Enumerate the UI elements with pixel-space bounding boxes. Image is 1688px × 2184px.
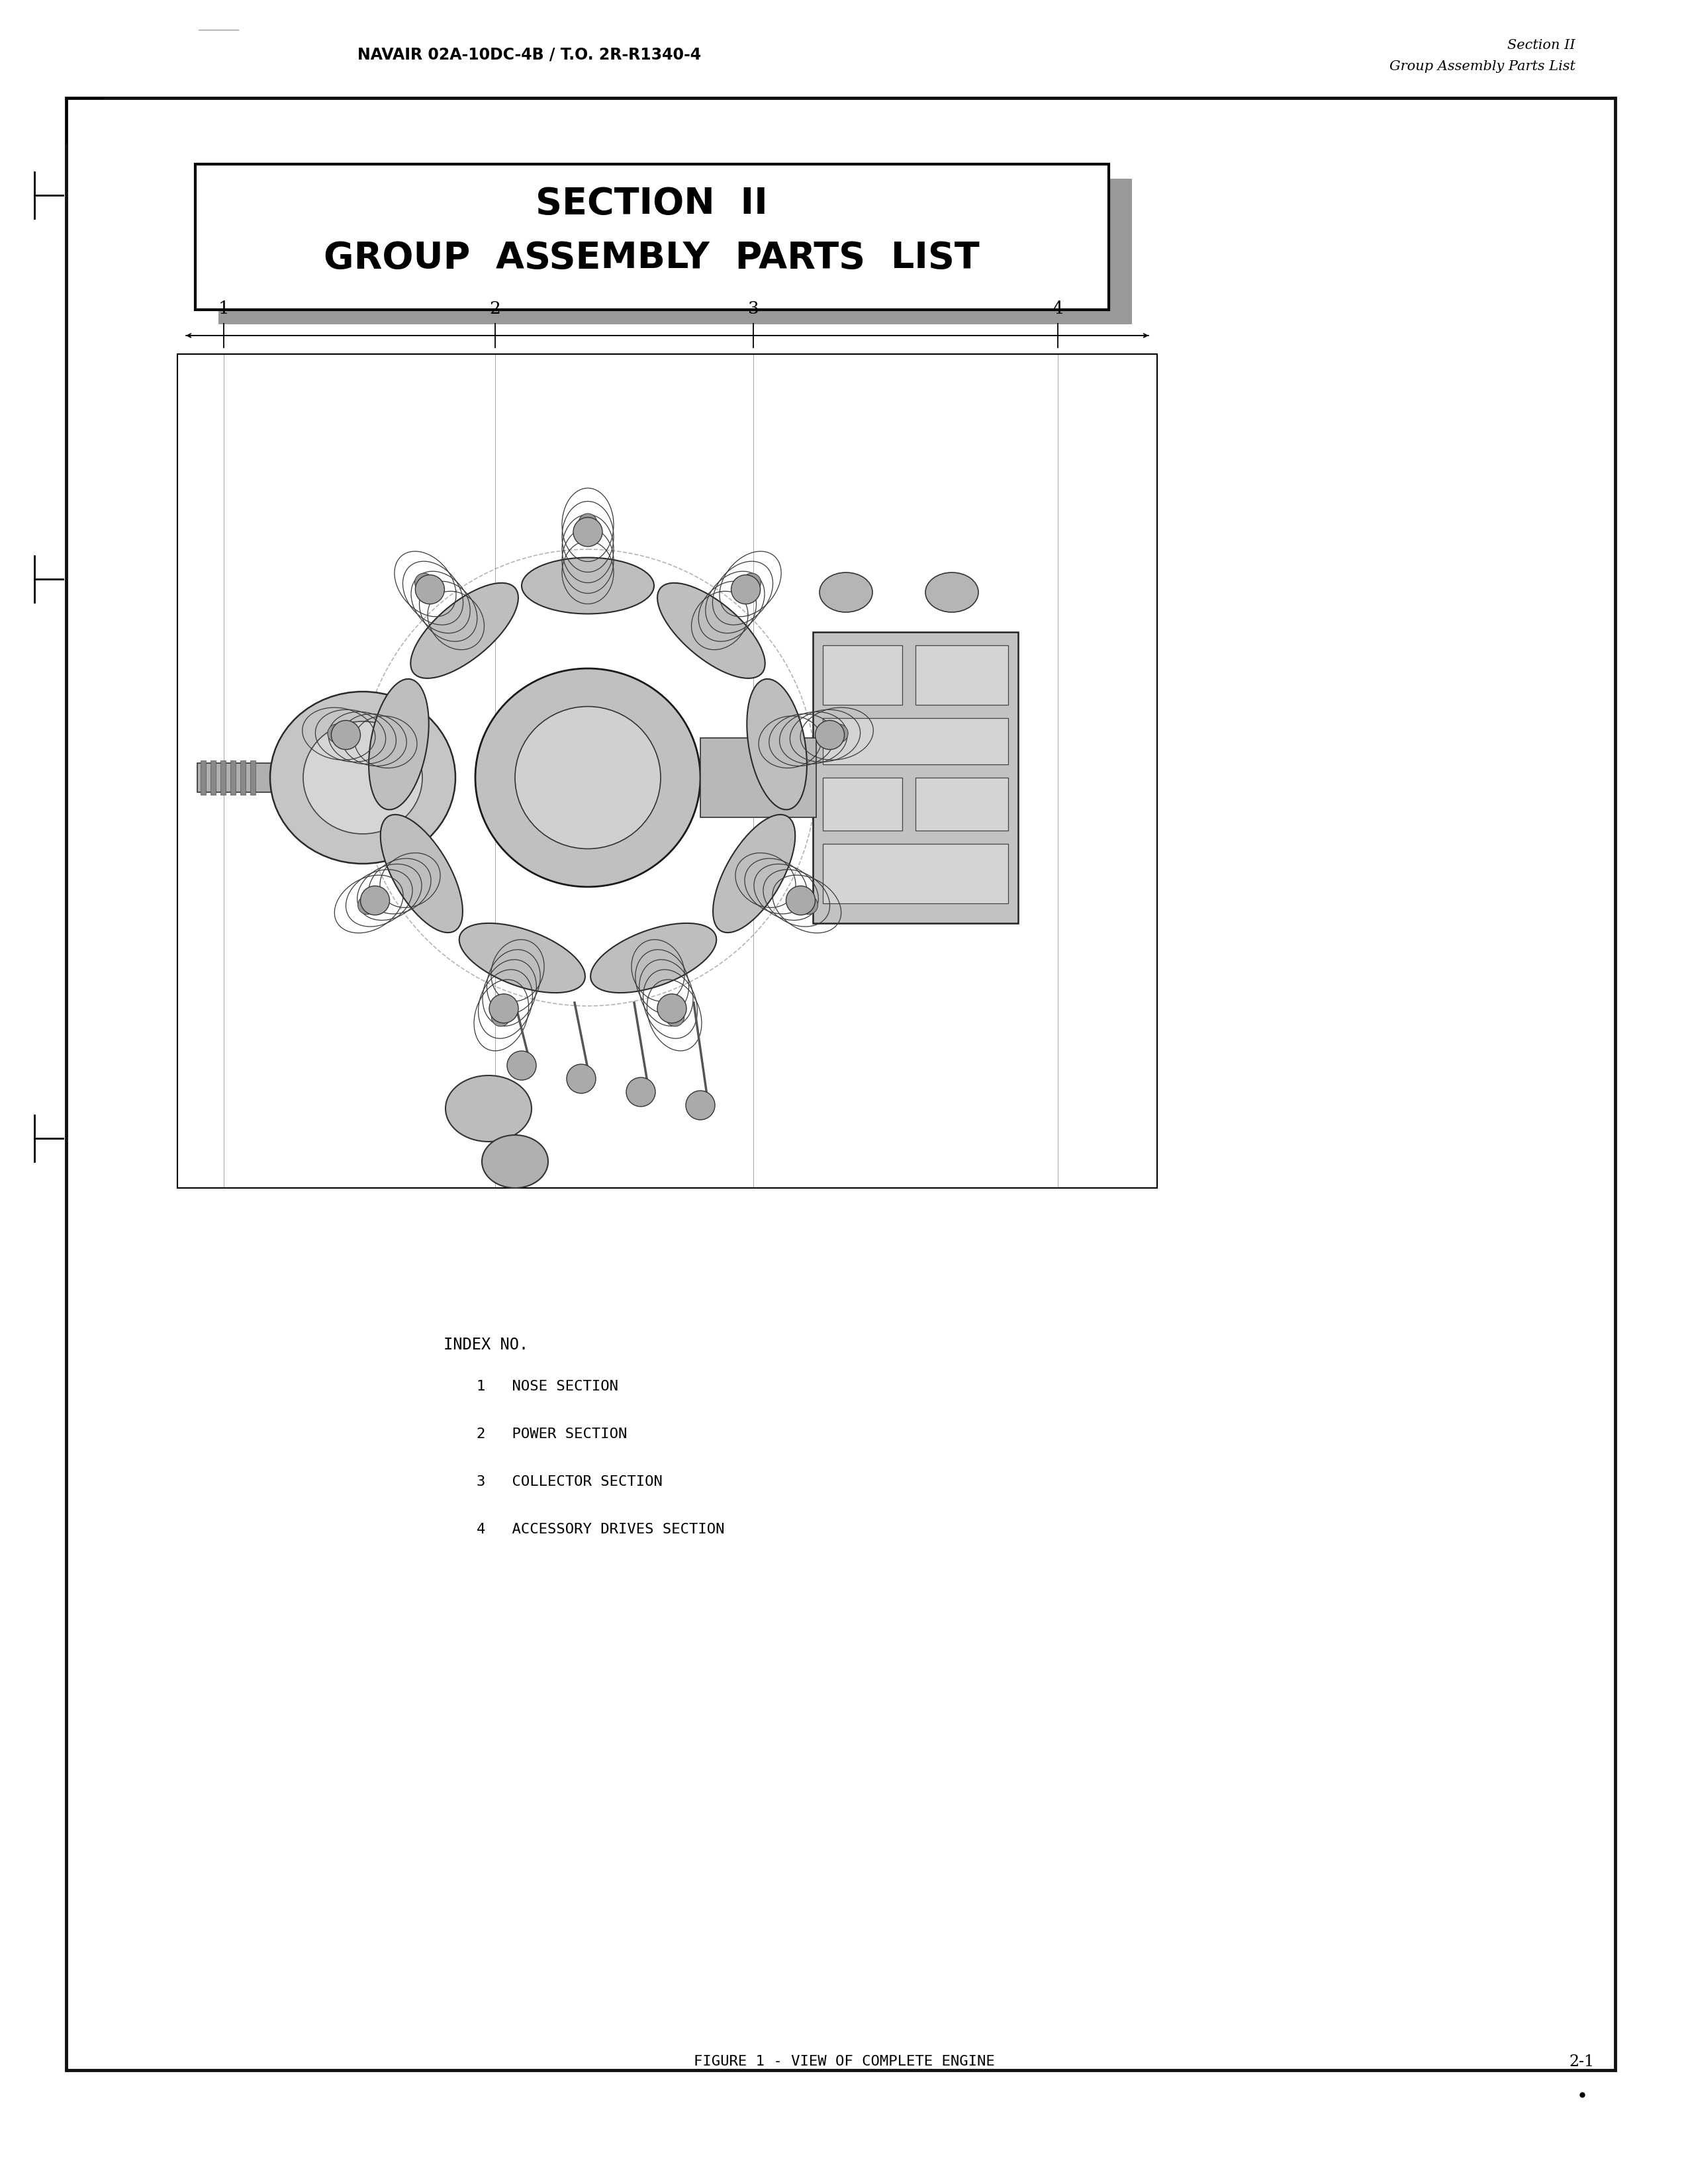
Bar — [822, 644, 903, 705]
Circle shape — [490, 994, 518, 1022]
Circle shape — [657, 994, 687, 1022]
Bar — [915, 644, 1008, 705]
Ellipse shape — [481, 1136, 549, 1188]
Bar — [822, 843, 1008, 904]
Text: FIGURE 1 - VIEW OF COMPLETE ENGINE: FIGURE 1 - VIEW OF COMPLETE ENGINE — [694, 2055, 994, 2068]
Bar — [701, 738, 817, 817]
Text: 3: 3 — [748, 301, 760, 317]
Bar — [822, 778, 903, 830]
Text: 1: 1 — [218, 301, 230, 317]
Ellipse shape — [304, 721, 422, 834]
Ellipse shape — [591, 924, 716, 994]
Bar — [230, 760, 236, 795]
Circle shape — [665, 1007, 684, 1026]
Text: 2: 2 — [490, 301, 501, 317]
Ellipse shape — [925, 572, 979, 612]
Circle shape — [787, 887, 815, 915]
Bar — [250, 760, 255, 795]
Bar — [240, 760, 245, 795]
Ellipse shape — [746, 679, 807, 810]
Ellipse shape — [476, 668, 701, 887]
Bar — [814, 631, 1018, 924]
Circle shape — [506, 1051, 537, 1081]
Text: 1   NOSE SECTION: 1 NOSE SECTION — [476, 1380, 618, 1393]
Circle shape — [731, 574, 760, 605]
Text: Group Assembly Parts List: Group Assembly Parts List — [1389, 59, 1575, 72]
Bar — [197, 762, 343, 793]
Bar — [822, 719, 1008, 764]
Circle shape — [331, 721, 361, 749]
Text: 2   POWER SECTION: 2 POWER SECTION — [476, 1428, 628, 1441]
Text: 2-1: 2-1 — [1570, 2053, 1595, 2068]
Ellipse shape — [522, 557, 653, 614]
Ellipse shape — [410, 583, 518, 679]
Circle shape — [798, 895, 817, 915]
Ellipse shape — [712, 815, 795, 933]
Bar — [196, 164, 1109, 310]
Ellipse shape — [380, 815, 463, 933]
Ellipse shape — [819, 572, 873, 612]
Circle shape — [579, 513, 598, 533]
Circle shape — [626, 1077, 655, 1107]
Ellipse shape — [459, 924, 586, 994]
Ellipse shape — [446, 1075, 532, 1142]
Circle shape — [361, 887, 390, 915]
Text: GROUP  ASSEMBLY  PARTS  LIST: GROUP ASSEMBLY PARTS LIST — [324, 240, 979, 275]
Text: 4: 4 — [1052, 301, 1063, 317]
Text: 3   COLLECTOR SECTION: 3 COLLECTOR SECTION — [476, 1474, 662, 1489]
Circle shape — [743, 572, 761, 592]
Ellipse shape — [515, 705, 660, 850]
Text: NAVAIR 02A-10DC-4B / T.O. 2R-R1340-4: NAVAIR 02A-10DC-4B / T.O. 2R-R1340-4 — [358, 46, 702, 61]
Bar — [221, 760, 226, 795]
Circle shape — [567, 1064, 596, 1094]
Bar — [211, 760, 216, 795]
Text: SECTION  II: SECTION II — [535, 186, 768, 223]
Circle shape — [829, 725, 847, 743]
Circle shape — [415, 574, 444, 605]
Ellipse shape — [270, 692, 456, 863]
Ellipse shape — [368, 679, 429, 810]
Circle shape — [815, 721, 844, 749]
Text: Section II: Section II — [1507, 39, 1575, 50]
Bar — [218, 179, 1133, 323]
Ellipse shape — [657, 583, 765, 679]
Text: 4   ACCESSORY DRIVES SECTION: 4 ACCESSORY DRIVES SECTION — [476, 1522, 724, 1535]
Circle shape — [574, 518, 603, 546]
Circle shape — [415, 572, 434, 592]
Text: INDEX NO.: INDEX NO. — [444, 1337, 528, 1352]
Bar — [201, 760, 206, 795]
Circle shape — [491, 1007, 510, 1026]
Bar — [915, 778, 1008, 830]
Circle shape — [685, 1090, 716, 1120]
Circle shape — [358, 895, 376, 915]
Bar — [177, 354, 1156, 1188]
Circle shape — [327, 725, 346, 743]
